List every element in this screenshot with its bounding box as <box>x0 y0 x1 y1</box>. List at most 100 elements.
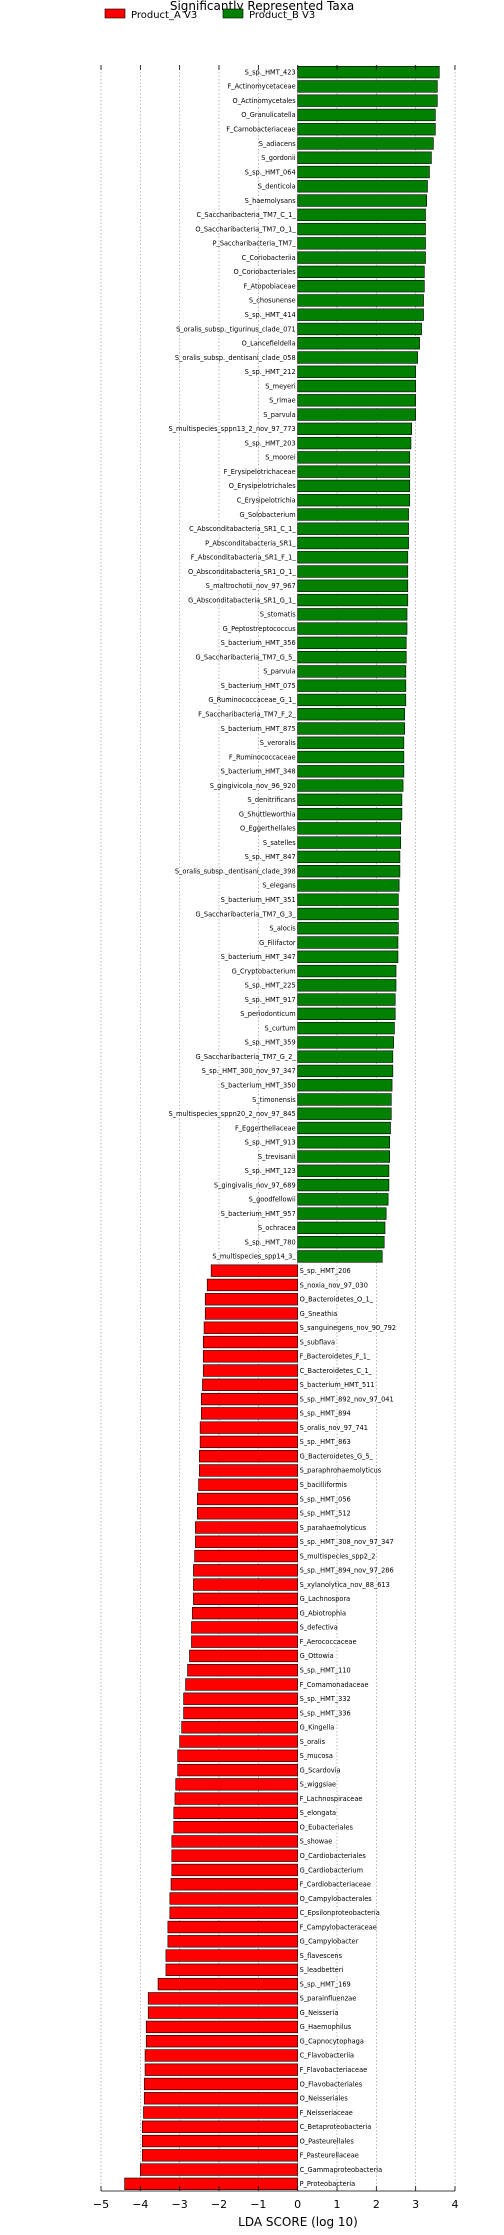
bar <box>165 1949 298 1962</box>
bar-label: S_flavescens <box>300 1952 343 1960</box>
bar-label: S_parainfluenzae <box>300 1995 357 2003</box>
x-tick-label: −2 <box>211 2198 227 2211</box>
bar-label: S_oralis <box>300 1738 326 1746</box>
bar-label: S_sp._HMT_894 <box>300 1410 351 1418</box>
bar <box>297 993 396 1006</box>
x-tick-label: −5 <box>93 2198 109 2211</box>
bar-label: O_Neisseriales <box>300 2095 349 2103</box>
bar-label: S_bacterium_HMT_075 <box>221 682 296 690</box>
bar-label: S_goodfellowii <box>249 1196 296 1204</box>
bar <box>297 451 411 464</box>
bar <box>195 1521 298 1534</box>
bar-label: S_gordonii <box>261 154 296 162</box>
bar <box>144 2049 298 2062</box>
bar <box>297 1064 394 1078</box>
bar <box>199 1421 298 1434</box>
bar <box>197 1507 298 1520</box>
bar-label: S_bacilliformis <box>300 1481 348 1489</box>
bar <box>187 1664 298 1677</box>
bar-label: F_Carnobacteriaceae <box>226 126 295 134</box>
bar-label: S_oralis_nov_97_741 <box>300 1424 368 1432</box>
bar <box>297 893 399 906</box>
bar <box>142 2120 298 2133</box>
bar <box>297 222 426 236</box>
bar-label: S_bacterium_HMT_347 <box>221 953 296 961</box>
x-tick-label: −4 <box>132 2198 148 2211</box>
bar-label: S_sp._HMT_225 <box>245 982 296 990</box>
bar <box>175 1778 298 1791</box>
legend-swatch-product-b <box>222 8 244 19</box>
bar-label: S_adiacens <box>259 140 296 148</box>
bar-label: G_Campylobacter <box>300 1938 359 1946</box>
bar <box>193 1592 298 1606</box>
bar-label: F_Pasteurellaceae <box>300 2152 359 2160</box>
bar-labels: S_sp._HMT_423 F_Actinomycetaceae O_Actinom… <box>169 68 397 2188</box>
bar <box>297 708 405 721</box>
bar <box>203 1321 298 1334</box>
bar <box>179 1735 298 1748</box>
bar-label: S_parvula <box>263 411 295 419</box>
bar <box>124 2177 298 2191</box>
bar-label: S_sp._HMT_414 <box>245 311 296 319</box>
bar-label: S_sp._HMT_863 <box>300 1438 351 1446</box>
bar-label: G_Solobacterium <box>240 511 296 519</box>
bar <box>297 165 430 179</box>
bar <box>297 322 422 336</box>
bar <box>297 1050 394 1063</box>
x-tick-label: −3 <box>172 2198 188 2211</box>
bar-label: S_sp._HMT_203 <box>245 439 296 447</box>
bar <box>297 1007 396 1021</box>
bar-label: G_Scardovia <box>300 1766 341 1774</box>
bar-label: S_wiggsiae <box>300 1781 336 1789</box>
bar-label: S_elegans <box>262 882 296 890</box>
bar-label: F_Absconditabacteria_SR1_F_1_ <box>191 554 297 562</box>
bar-label: S_sp._HMT_359 <box>245 1039 296 1047</box>
bar-label: S_sp._HMT_332 <box>300 1695 351 1703</box>
bar <box>297 1150 391 1163</box>
bar <box>297 1121 391 1135</box>
bar <box>194 1549 298 1563</box>
bar-label: S_denticola <box>258 183 296 191</box>
x-tick-label: −1 <box>250 2198 266 2211</box>
bar <box>297 922 399 935</box>
bar-label: G_Absconditabacteria_SR1_G_1_ <box>188 596 296 604</box>
bar-label: F_Neisseriaceae <box>300 2109 353 2117</box>
bar-label: O_Saccharibacteria_TM7_O_1_ <box>195 225 296 233</box>
bar-label: S_leadbetteri <box>300 1966 344 1974</box>
x-tick-label: 2 <box>373 2198 380 2211</box>
bar-label: C_Absconditabacteria_SR1_C_1_ <box>189 525 296 533</box>
bar <box>202 1378 298 1391</box>
bar <box>144 2063 298 2076</box>
bar-label: S_oralis_subsp._tigurinus_clade_071 <box>176 325 296 333</box>
bar <box>183 1692 298 1705</box>
bar-label: F_Cardiobacteriaceae <box>300 1881 371 1889</box>
bar-label: F_Ruminococcaceae <box>229 753 296 761</box>
bar-label: S_sp._HMT_064 <box>245 168 296 176</box>
bar <box>143 2077 298 2091</box>
bar-label: S_rimae <box>269 397 296 405</box>
bar-label: C_Betaproteobacteria <box>300 2123 372 2131</box>
legend-swatch-product-a <box>104 8 126 19</box>
bar-label: S_sp._HMT_056 <box>300 1495 351 1503</box>
x-tick-label: 0 <box>294 2198 301 2211</box>
bar-label: O_Lancefieldella <box>242 340 296 348</box>
bar-label: C_Bacteroidetes_C_1_ <box>300 1367 373 1375</box>
legend-label-product-a: Product_A V3 <box>131 10 197 21</box>
bar <box>297 1021 395 1035</box>
bar <box>297 822 402 835</box>
bar <box>201 1392 298 1406</box>
bar-label: S_bacterium_HMT_875 <box>221 725 296 733</box>
bar <box>297 237 426 250</box>
bar-label: S_sp._HMT_300_nov_97_347 <box>202 1067 296 1075</box>
bar-label: S_veroralis <box>260 739 296 747</box>
bar-label: O_Campylobacterales <box>300 1895 373 1903</box>
bar <box>297 1107 392 1120</box>
bar-label: G_Shuttleworthia <box>239 810 296 818</box>
bar-label: F_Flavobacteriaceae <box>300 2066 368 2074</box>
bar-label: S_subflava <box>300 1338 335 1346</box>
bar <box>297 1036 394 1049</box>
bar <box>140 2163 298 2176</box>
bar <box>297 208 426 221</box>
bar <box>197 1492 298 1506</box>
chart-title: Significantly Represented Taxa <box>170 0 354 13</box>
